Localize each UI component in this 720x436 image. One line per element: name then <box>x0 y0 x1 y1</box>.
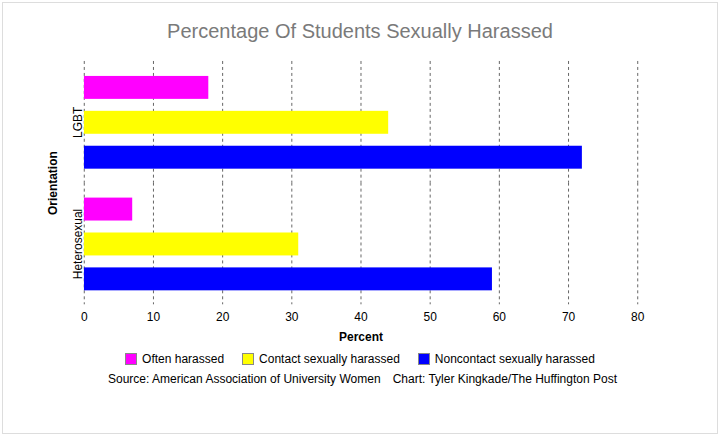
svg-text:10: 10 <box>147 310 161 324</box>
svg-text:50: 50 <box>424 310 438 324</box>
svg-text:Heterosexual: Heterosexual <box>71 209 85 279</box>
svg-text:0: 0 <box>81 310 88 324</box>
svg-text:Percent: Percent <box>339 330 383 344</box>
html-text:Contact sexually harassed: Contact sexually harassed <box>259 352 400 367</box>
svg-text:Orientation: Orientation <box>46 151 60 215</box>
html-text:Often harassed: Often harassed <box>142 352 225 367</box>
svg-text:60: 60 <box>493 310 507 324</box>
html-text:Chart: Tyler Kingkade/The Huff: Chart: Tyler Kingkade/The Huffington Pos… <box>392 372 617 387</box>
svg-text:40: 40 <box>354 310 368 324</box>
svg-text:70: 70 <box>562 310 576 324</box>
html-text:Source: American Association o: Source: American Association of Universi… <box>108 372 381 387</box>
svg-text:20: 20 <box>216 310 230 324</box>
html-text:Noncontact sexually harassed: Noncontact sexually harassed <box>434 352 595 367</box>
svg-text:LGBT: LGBT <box>71 106 85 138</box>
svg-text:80: 80 <box>631 310 645 324</box>
html-text:Percentage Of Students Sexuall: Percentage Of Students Sexually Harassed <box>167 20 553 42</box>
svg-text:30: 30 <box>285 310 299 324</box>
